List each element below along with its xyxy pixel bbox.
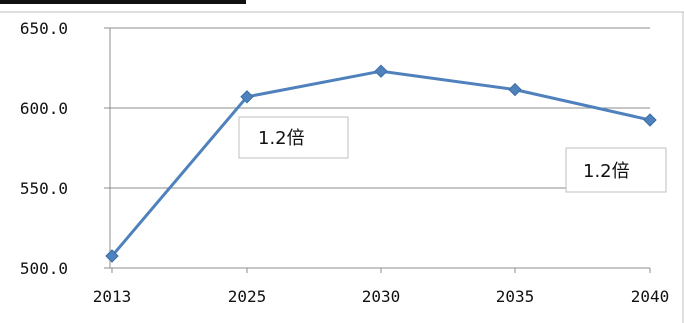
data-point-2035	[508, 82, 522, 97]
y-tick-label: 650.0	[20, 19, 68, 38]
y-tick-label: 500.0	[20, 259, 68, 278]
data-point-2013	[105, 249, 119, 263]
y-tick-label: 550.0	[20, 179, 68, 198]
gridlines	[110, 27, 650, 189]
x-axis-ticks: 2013 2025 2030 2035 2040	[93, 268, 670, 306]
x-tick-label: 2030	[362, 287, 401, 306]
annotation-2: 1.2倍	[565, 147, 667, 193]
series	[105, 64, 657, 263]
x-tick-label: 2013	[93, 287, 132, 306]
annotation-1-label: 1.2倍	[258, 128, 305, 149]
x-tick-label: 2035	[496, 287, 535, 306]
annotation-2-label: 1.2倍	[583, 161, 630, 182]
data-point-2025	[240, 90, 254, 104]
axes	[109, 28, 650, 269]
annotation-1: 1.2倍	[238, 116, 349, 159]
y-axis-ticks: 650.0 600.0 550.0 500.0	[20, 19, 110, 278]
x-tick-label: 2040	[631, 287, 670, 306]
annotation-2-box	[565, 147, 667, 193]
data-point-2030	[374, 64, 388, 78]
annotation-1-box	[238, 116, 349, 159]
data-point-2040	[643, 113, 657, 127]
x-tick-label: 2025	[228, 287, 267, 306]
y-tick-label: 600.0	[20, 99, 68, 118]
